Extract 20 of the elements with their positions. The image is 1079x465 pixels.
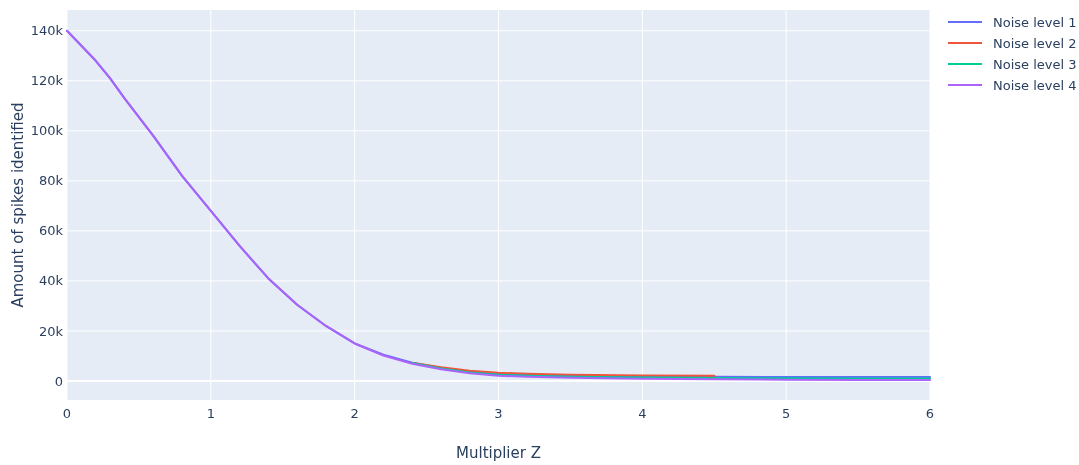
y-axis-title: Amount of spikes identified — [9, 102, 27, 308]
x-tick-label: 4 — [638, 406, 647, 421]
x-tick-label: 2 — [350, 406, 359, 421]
y-tick-label: 40k — [38, 273, 64, 289]
legend-label: Noise level 4 — [993, 77, 1077, 93]
y-tick-label: 20k — [38, 323, 64, 339]
x-tick-label: 6 — [925, 406, 935, 421]
y-tick-label: 0 — [54, 373, 63, 389]
y-tick-label: 100k — [30, 123, 64, 139]
y-tick-label: 120k — [30, 73, 64, 89]
y-tick-label: 80k — [38, 173, 64, 189]
x-tick-label: 1 — [206, 406, 215, 421]
x-tick-label: 5 — [782, 406, 791, 421]
y-tick-label: 140k — [30, 23, 64, 39]
x-axis-title: Multiplier Z — [456, 444, 541, 462]
legend-label: Noise level 1 — [993, 14, 1077, 30]
y-tick-label: 60k — [38, 223, 64, 239]
legend-label: Noise level 2 — [993, 35, 1077, 51]
legend-label: Noise level 3 — [993, 56, 1077, 72]
x-tick-label: 3 — [494, 406, 503, 421]
